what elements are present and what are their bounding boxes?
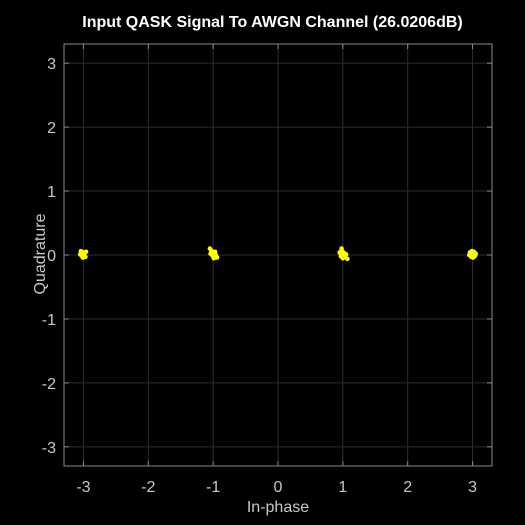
x-axis-label: In-phase [246,499,310,516]
x-tick-label: 0 [274,479,283,496]
data-point [214,255,220,260]
x-tick-labels: -3 -2 -1 0 1 2 3 [76,479,477,496]
data-point [468,250,473,256]
data-point [472,253,478,258]
y-axis-label: Quadrature [32,213,49,295]
data-point [339,248,345,254]
y-tick-label: 2 [47,120,56,137]
x-tick-label: 2 [403,479,412,496]
data-point [341,252,346,258]
grid-lines [64,44,492,466]
x-tick-label: 1 [338,479,347,496]
data-point [345,256,350,262]
x-tick-label: -1 [206,479,220,496]
y-tick-label: -1 [42,312,56,329]
y-tick-label: -3 [42,440,56,457]
plot-title: Input QASK Signal To AWGN Channel (26.02… [82,14,463,31]
x-tick-label: -3 [76,479,90,496]
data-point [210,250,216,256]
y-tick-label: 0 [47,248,56,265]
y-tick-label: 3 [47,56,56,73]
y-tick-label: -2 [42,376,56,393]
x-tick-label: 3 [468,479,477,496]
data-points [77,246,479,262]
y-tick-label: 1 [47,184,56,201]
tick-marks [64,44,492,466]
y-tick-labels: -3 -2 -1 0 1 2 3 [42,56,56,457]
data-point [83,254,88,260]
x-tick-label: -2 [141,479,155,496]
data-point [81,250,86,255]
